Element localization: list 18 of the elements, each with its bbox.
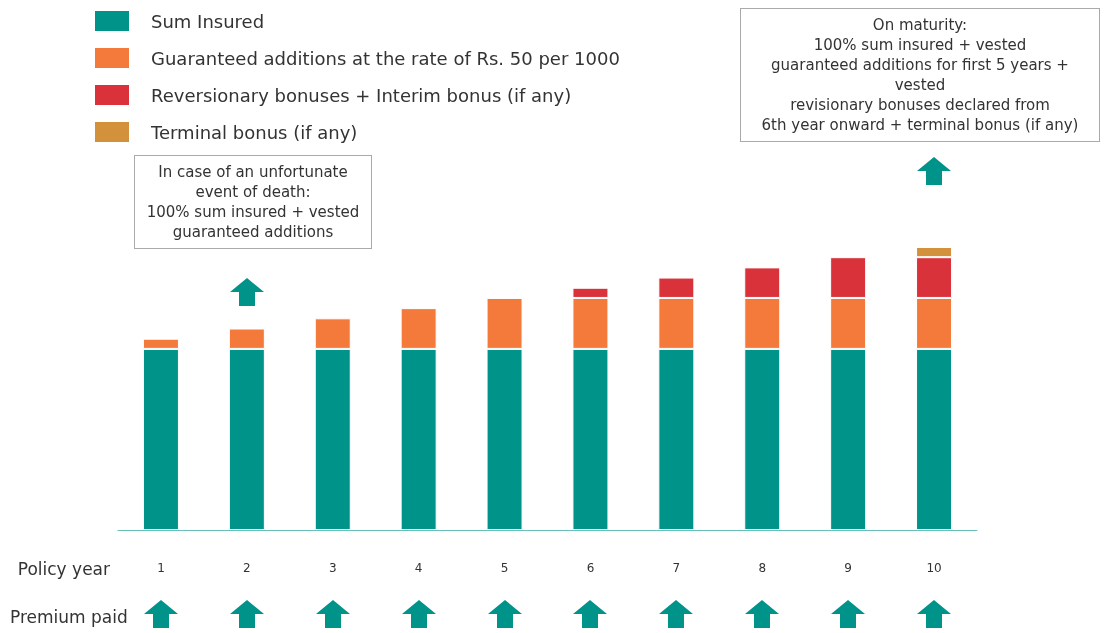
x-tick-label: 10	[926, 561, 942, 575]
x-tick-label: 1	[157, 561, 165, 575]
x-tick-label: 4	[414, 561, 423, 575]
legend-label: Reversionary bonuses + Interim bonus (if any)	[151, 84, 572, 106]
x-tick-label: 6	[586, 561, 595, 575]
legend-label: Sum Insured	[151, 10, 265, 32]
x-tick-label: 7	[672, 561, 681, 575]
x-tick-label: 5	[500, 561, 509, 575]
x-tick-label: 2	[243, 561, 251, 575]
x-tick-label: 3	[328, 561, 337, 575]
text: In case of an unfortunate event of death: 100% sum insured + vested guaranteed additions	[134, 155, 372, 249]
x-axis-title: Policy year	[17, 558, 111, 579]
x-tick-label: 9	[844, 561, 852, 575]
legend-label: Terminal bonus (if any)	[150, 121, 358, 143]
text: On maturity: 100% sum insured + vested guaranteed additions for first 5 years + vested revisionary bonuses declared from 6th year onward + terminal bonus (if any)	[740, 8, 1100, 142]
legend-label: Guaranteed additions at the rate of Rs. 50 per 1000	[151, 47, 620, 69]
text: Premium paid	[10, 606, 128, 627]
x-tick-label: 8	[758, 561, 767, 575]
